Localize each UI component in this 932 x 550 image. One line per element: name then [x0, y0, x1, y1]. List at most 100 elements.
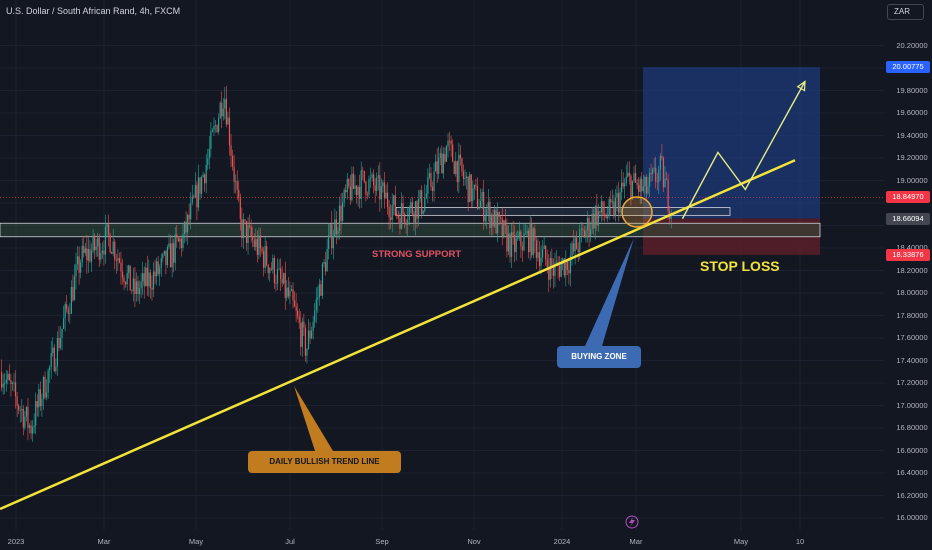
- candle-body: [66, 304, 68, 309]
- candle-body: [94, 235, 96, 251]
- candle-body: [611, 201, 613, 203]
- candle-body: [169, 243, 172, 268]
- candle-body: [323, 262, 325, 264]
- candle-body: [190, 202, 192, 220]
- candle-body: [315, 299, 317, 311]
- candle-body: [503, 220, 505, 237]
- buying-zone-circle[interactable]: [621, 196, 653, 228]
- target-zone[interactable]: [643, 67, 820, 219]
- candle-body: [152, 271, 155, 290]
- candle-body: [504, 220, 506, 226]
- candle-body: [18, 405, 20, 411]
- candle-body: [427, 177, 429, 194]
- candle-body: [586, 217, 589, 231]
- candle-body: [197, 177, 200, 208]
- candle-body: [662, 157, 665, 188]
- candle-body: [447, 140, 449, 147]
- candle-body: [354, 185, 356, 189]
- candle-body: [225, 99, 227, 125]
- candle-body: [90, 250, 93, 262]
- candle-body: [211, 130, 214, 132]
- candle-body: [644, 177, 646, 187]
- candle-body: [479, 200, 482, 208]
- price-axis-label: 19.80000: [896, 85, 928, 95]
- candle-body: [481, 191, 483, 201]
- candle-body: [571, 243, 573, 256]
- currency-button[interactable]: ZAR: [887, 4, 924, 20]
- candle-body: [235, 181, 237, 183]
- candle-body: [343, 190, 345, 203]
- candle-body: [317, 297, 319, 300]
- candle-body: [151, 287, 153, 290]
- candle-body: [655, 167, 657, 182]
- candle-body: [120, 262, 122, 272]
- candle-body: [258, 235, 260, 255]
- time-axis-label: May: [188, 537, 204, 546]
- trend-line-callout[interactable]: DAILY BULLISH TREND LINE: [248, 451, 401, 473]
- candle-body: [583, 230, 586, 238]
- candle-body: [596, 206, 598, 226]
- candle-body: [377, 175, 379, 178]
- candle-body: [512, 232, 514, 235]
- candle-body: [476, 185, 479, 209]
- candle-body: [149, 272, 152, 288]
- candle-body: [306, 348, 308, 356]
- candle-body: [63, 318, 65, 329]
- candle-body: [224, 99, 226, 109]
- candle-body: [397, 215, 400, 219]
- lightning-icon[interactable]: [625, 515, 639, 529]
- candle-body: [388, 207, 390, 218]
- support-zone[interactable]: [0, 222, 821, 238]
- entry-price-tag: 18.66094: [886, 212, 930, 225]
- candle-body: [239, 198, 241, 219]
- candle-body: [115, 260, 117, 261]
- candle-body: [653, 167, 655, 170]
- candle-body: [489, 201, 491, 228]
- trend-line-pointer: [294, 386, 333, 451]
- candle-body: [270, 268, 272, 270]
- candle-body: [639, 178, 641, 192]
- candle-body: [233, 166, 235, 182]
- candle-body: [16, 396, 18, 406]
- candle-body: [159, 267, 161, 274]
- candle-body: [280, 268, 282, 279]
- candle-body: [456, 161, 458, 183]
- resistance-box[interactable]: [395, 207, 731, 216]
- candle-body: [76, 256, 79, 265]
- candle-body: [103, 250, 105, 255]
- candle-body: [507, 233, 510, 252]
- candle-body: [227, 117, 229, 125]
- candle-body: [266, 246, 268, 265]
- candle-body: [247, 225, 249, 244]
- candle-body: [207, 158, 209, 165]
- candle-body: [407, 219, 409, 225]
- candle-body: [490, 214, 493, 228]
- candle-body: [166, 247, 169, 265]
- candle-body: [125, 282, 127, 285]
- projected-path[interactable]: [681, 81, 806, 220]
- candle-body: [303, 321, 305, 328]
- candle-body: [431, 186, 434, 191]
- candle-body: [402, 203, 404, 214]
- candle-body: [200, 177, 203, 194]
- candle-body: [25, 406, 28, 417]
- candle-body: [64, 304, 66, 319]
- candle-body: [154, 271, 156, 277]
- trend-line[interactable]: [0, 159, 796, 511]
- candles: [1, 85, 672, 442]
- time-axis-label: Sep: [375, 537, 389, 546]
- candle-body: [501, 218, 503, 237]
- candle-body: [290, 289, 293, 291]
- candle-body: [131, 290, 133, 292]
- candle-body: [230, 145, 232, 156]
- candle-body: [188, 214, 190, 220]
- buying-zone-callout[interactable]: BUYING ZONE: [557, 346, 641, 368]
- candle-body: [421, 190, 423, 214]
- candle-body: [193, 196, 195, 198]
- candle-body: [517, 238, 519, 239]
- candle-body: [532, 228, 534, 256]
- candle-body: [112, 241, 114, 254]
- candle-body: [292, 289, 294, 301]
- candle-body: [69, 313, 71, 315]
